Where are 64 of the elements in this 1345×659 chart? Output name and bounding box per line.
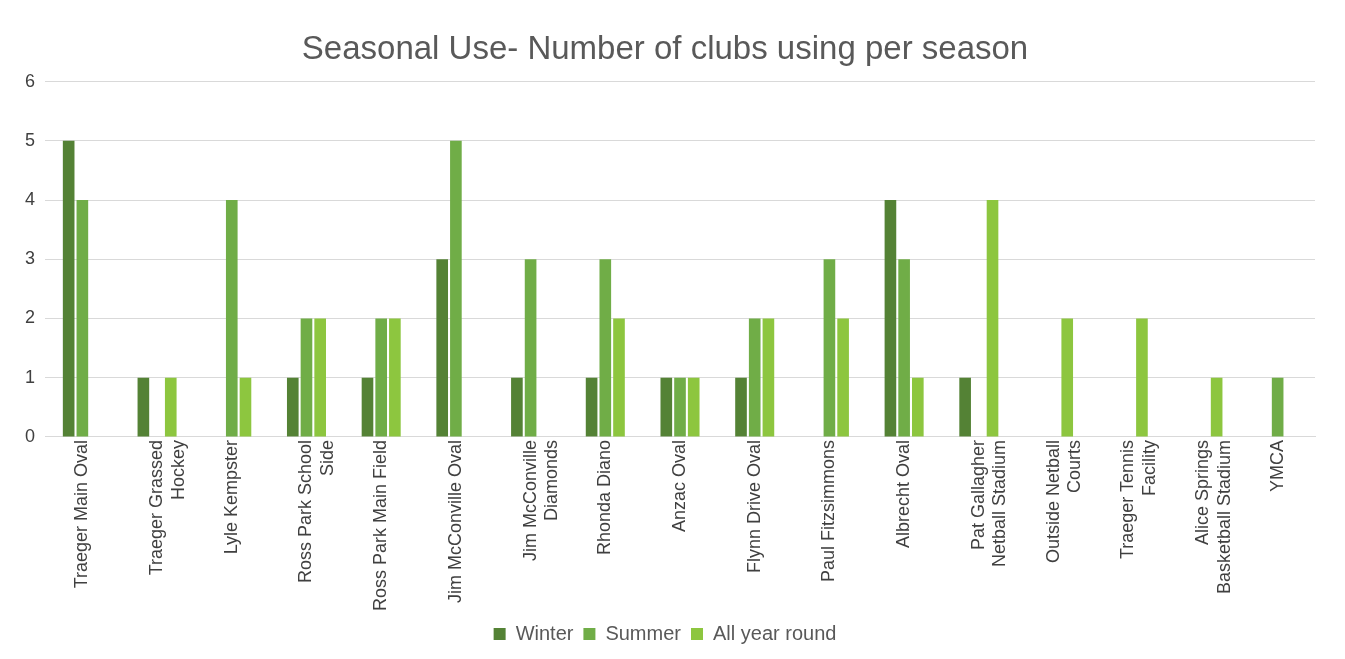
bar (239, 377, 252, 437)
chart-title: Seasonal Use- Number of clubs using per season (301, 28, 1029, 66)
x-tick-label: Paul Fitzsimmons (818, 439, 839, 582)
y-tick-label: 4 (25, 189, 36, 210)
x-tick-label: Rhonda Diano (594, 439, 615, 556)
legend-label: Winter (515, 621, 574, 644)
bar (1061, 318, 1074, 437)
x-tick-label: Albrecht Oval (893, 439, 914, 548)
x-tick-label: Lyle Kempster (220, 439, 241, 555)
bar (389, 318, 401, 437)
x-tick-label: Alice Springs Basketball Stadium (1191, 439, 1234, 595)
bar (959, 377, 971, 437)
bar (314, 318, 326, 437)
bar (762, 318, 775, 437)
x-tick-label: Flynn Drive Oval (743, 439, 764, 573)
x-tick-label: Outside Netball Courts (1042, 439, 1085, 564)
x-tick-label: Anzac Oval (668, 439, 689, 532)
x-tick-label: Ross Park Main Field (370, 439, 391, 612)
bar (986, 200, 999, 437)
y-tick-label: 0 (25, 425, 36, 446)
bar (137, 377, 150, 437)
y-tick-label: 5 (25, 129, 36, 150)
x-tick-label: YMCA (1266, 439, 1287, 492)
bar (912, 377, 924, 437)
bar (735, 377, 747, 437)
bar (599, 259, 612, 437)
bar (300, 318, 313, 437)
bar (286, 377, 299, 437)
x-tick-label: Jim McConville Diamonds (519, 439, 562, 561)
bar (748, 318, 761, 437)
bar (1210, 377, 1223, 437)
x-tick-label: Jim McConville Oval (444, 439, 465, 603)
bar (62, 140, 75, 437)
bar (361, 377, 374, 437)
bar (225, 200, 238, 437)
bar (375, 318, 388, 437)
bar (511, 377, 523, 437)
bar (585, 377, 598, 437)
x-tick-label: Traeger Tennis Facility (1117, 439, 1159, 560)
y-tick-label: 6 (25, 70, 36, 91)
bar (524, 259, 537, 437)
legend-label: All year round (712, 621, 837, 644)
bar (884, 200, 897, 437)
y-tick-label: 1 (25, 366, 36, 387)
bar (837, 318, 849, 437)
bar (660, 377, 673, 437)
bar (436, 259, 449, 437)
bar (450, 140, 462, 437)
x-tick-label: Ross Park School Side (295, 439, 338, 584)
bar (164, 377, 177, 437)
y-tick-label: 2 (25, 307, 36, 328)
bar (1271, 377, 1284, 437)
bar (898, 259, 910, 437)
legend-label: Summer (605, 621, 682, 644)
bar (674, 377, 686, 437)
bar (76, 200, 89, 437)
x-tick-label: Traeger Grassed Hockey (146, 439, 188, 576)
bar (687, 377, 700, 437)
bar (613, 318, 625, 437)
x-tick-label: Pat Gallagher Netball Stadium (967, 439, 1010, 568)
bar (1136, 318, 1148, 437)
x-tick-label: Traeger Main Oval (71, 439, 92, 589)
bar (823, 259, 836, 437)
y-tick-label: 3 (25, 248, 36, 269)
